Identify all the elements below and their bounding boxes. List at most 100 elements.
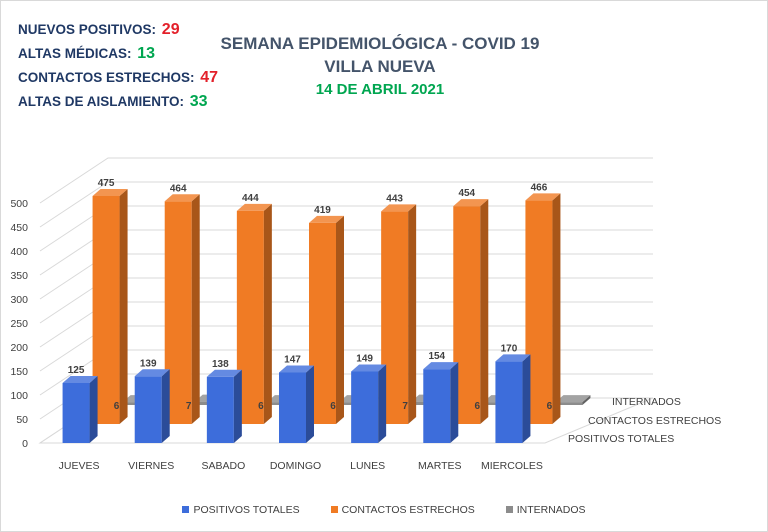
data-label: 147 <box>284 354 301 365</box>
bar-side-face <box>408 204 417 424</box>
x-tick-label: SABADO <box>201 460 245 472</box>
gridline <box>39 157 653 204</box>
bar-top-face <box>525 193 561 201</box>
bar <box>381 204 417 424</box>
bar-top-face <box>453 199 489 207</box>
y-tick-label: 200 <box>10 342 28 354</box>
bar-top-face <box>134 369 170 377</box>
gridline <box>39 277 653 324</box>
bar-front-face <box>453 206 481 424</box>
bar-front-face <box>134 376 162 443</box>
stat-label: CONTACTOS ESTRECHOS: <box>18 70 195 85</box>
data-label: 454 <box>458 188 475 199</box>
bar-side-face <box>161 369 170 443</box>
data-label: 444 <box>242 193 259 204</box>
gridline <box>39 181 653 228</box>
bar-front-face <box>309 222 336 424</box>
stat-contactos-estrechos: CONTACTOS ESTRECHOS: 47 <box>18 66 218 90</box>
data-label: 125 <box>68 365 85 376</box>
data-label: 170 <box>501 343 518 354</box>
bar <box>92 189 128 424</box>
bar <box>555 395 591 405</box>
chart-title-block: SEMANA EPIDEMIOLÓGICA - COVID 19 VILLA N… <box>180 32 580 101</box>
y-tick-label: 50 <box>16 414 28 426</box>
bar-side-face <box>89 376 98 443</box>
y-tick-label: 400 <box>10 246 28 258</box>
bar-top-face <box>164 194 200 202</box>
stat-label: ALTAS DE AISLAMIENTO: <box>18 94 184 109</box>
chart-date: 14 DE ABRIL 2021 <box>315 81 445 98</box>
bar-side-face <box>191 194 200 424</box>
stat-altas-aislamiento: ALTAS DE AISLAMIENTO: 33 <box>18 90 218 114</box>
bar <box>495 354 531 443</box>
stat-label: ALTAS MÉDICAS: <box>18 46 132 61</box>
x-tick-label: JUEVES <box>59 460 100 472</box>
data-label: 6 <box>475 401 481 412</box>
bar-front-face <box>164 201 192 424</box>
bar-top-face <box>236 203 272 211</box>
bar-top-face <box>309 215 344 223</box>
legend-item-internados: INTERNADOS <box>505 504 586 516</box>
gridline <box>39 301 653 348</box>
x-tick-label: DOMINGO <box>270 460 321 472</box>
bar-front-face <box>555 402 583 405</box>
data-label: 138 <box>212 359 229 370</box>
data-label: 464 <box>170 183 187 194</box>
bar-front-face <box>206 376 234 443</box>
stats-panel: NUEVOS POSITIVOS: 29 ALTAS MÉDICAS: 13 C… <box>18 18 218 114</box>
bar-side-face <box>336 215 344 424</box>
data-label: 154 <box>428 351 445 362</box>
bars-layer <box>62 189 591 443</box>
data-label: 6 <box>114 401 120 412</box>
bar <box>453 199 489 424</box>
bar-front-face <box>279 372 306 443</box>
stat-label: NUEVOS POSITIVOS: <box>18 22 157 37</box>
bar-side-face <box>119 189 128 424</box>
data-label: 139 <box>140 358 157 369</box>
bar-front-face <box>423 369 451 443</box>
bar-front-face <box>351 371 379 443</box>
bar <box>206 369 242 443</box>
legend-item-positivos: POSITIVOS TOTALES <box>182 504 300 516</box>
data-label: 6 <box>547 401 553 412</box>
stat-altas-medicas: ALTAS MÉDICAS: 13 <box>18 42 218 66</box>
bar-top-face <box>92 189 128 196</box>
bar-front-face <box>236 210 264 424</box>
depth-axis-label: CONTACTOS ESTRECHOS <box>588 415 721 427</box>
depth-axis-label: INTERNADOS <box>612 396 681 408</box>
bar-top-face <box>351 364 387 372</box>
bar-front-face <box>381 211 409 424</box>
bar-top-face <box>279 365 314 373</box>
y-tick-label: 450 <box>10 222 28 234</box>
stat-value: 47 <box>200 69 219 86</box>
data-label: 7 <box>186 401 192 412</box>
bar-side-face <box>263 203 272 424</box>
stat-value: 13 <box>137 45 156 62</box>
bar <box>236 203 272 424</box>
labels-layer: 6 7 6 6 7 6 6 475 464 444 419 443 454 466 125 139 138 147… <box>68 178 553 412</box>
bar <box>164 194 200 424</box>
legend-swatch <box>330 506 338 513</box>
bar-top-face <box>206 369 242 377</box>
data-label: 443 <box>386 193 403 204</box>
chart-title: SEMANA EPIDEMIOLÓGICA - COVID 19 <box>220 34 540 53</box>
gridline <box>39 205 653 252</box>
gridline <box>39 349 653 396</box>
gridline <box>39 253 653 300</box>
y-tick-label: 150 <box>10 366 28 378</box>
bar-top-face <box>495 354 531 362</box>
bar-side-face <box>233 369 242 443</box>
data-label: 6 <box>330 401 336 412</box>
x-tick-label: VIERNES <box>128 460 174 472</box>
stat-nuevos-positivos: NUEVOS POSITIVOS: 29 <box>18 18 218 42</box>
bar-top-face <box>555 395 591 403</box>
y-tick-label: 100 <box>10 390 28 402</box>
y-tick-label: 250 <box>10 318 28 330</box>
bar-side-face <box>522 354 531 443</box>
x-tick-label: LUNES <box>350 460 385 472</box>
gridline <box>39 229 653 276</box>
axis-layer: 0 50 100 150 200 250 300 350 400 450 500 JUEVES VIER… <box>10 198 721 472</box>
bar <box>134 369 170 443</box>
bar <box>279 365 314 443</box>
